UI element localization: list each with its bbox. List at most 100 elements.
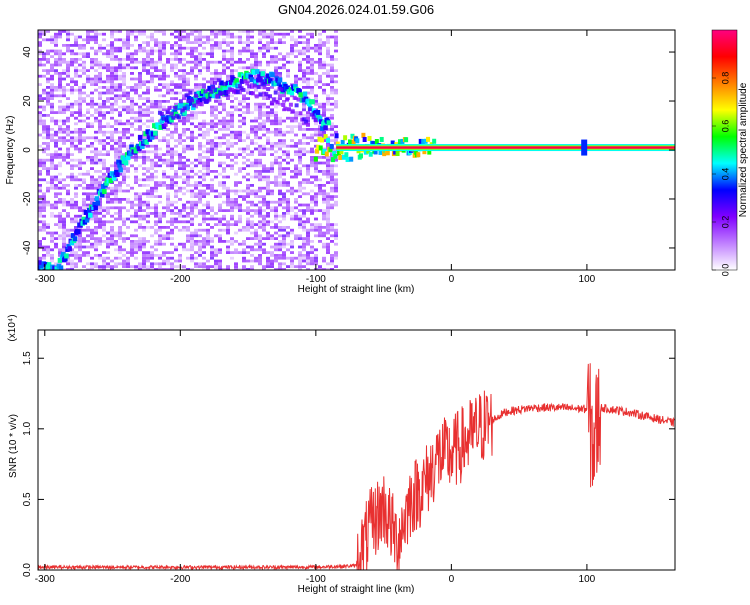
heatmap-cell bbox=[246, 108, 250, 112]
heatmap-blob-cell bbox=[347, 139, 352, 145]
heatmap-cell bbox=[314, 94, 318, 98]
heatmap-cell bbox=[258, 116, 262, 120]
heatmap-cell bbox=[94, 63, 98, 67]
heatmap-cell bbox=[138, 192, 142, 196]
heatmap-cell bbox=[206, 203, 210, 207]
heatmap-cell bbox=[178, 153, 182, 156]
heatmap-cell bbox=[130, 58, 134, 61]
heatmap-cell bbox=[134, 116, 138, 120]
heatmap-cell bbox=[142, 262, 146, 266]
heatmap-cell bbox=[98, 119, 102, 123]
heatmap-cell bbox=[162, 46, 166, 50]
heatmap-cell bbox=[238, 170, 242, 173]
heatmap-cell bbox=[46, 200, 50, 204]
heatmap-cell bbox=[230, 209, 234, 212]
heatmap-cell bbox=[66, 130, 70, 134]
heatmap-cell bbox=[250, 214, 254, 218]
heatmap-cell bbox=[230, 214, 234, 218]
heatmap-cell bbox=[194, 256, 198, 260]
heatmap-cell bbox=[218, 161, 222, 165]
heatmap-trace-cell bbox=[83, 209, 89, 215]
heatmap-cell bbox=[250, 245, 254, 249]
heatmap-cell bbox=[226, 128, 230, 131]
heatmap-cell bbox=[146, 226, 150, 229]
heatmap-cell bbox=[330, 55, 334, 58]
heatmap-trace-cell bbox=[326, 120, 332, 126]
heatmap-cell bbox=[106, 49, 110, 53]
heatmap-cell bbox=[110, 49, 114, 53]
heatmap-cell bbox=[62, 220, 66, 224]
heatmap-cell bbox=[242, 209, 246, 212]
heatmap-cell bbox=[42, 150, 46, 154]
heatmap-cell bbox=[94, 209, 98, 212]
heatmap-cell bbox=[110, 102, 114, 106]
heatmap-cell bbox=[86, 245, 90, 249]
heatmap-cell bbox=[270, 265, 274, 268]
heatmap-cell bbox=[102, 178, 106, 182]
heatmap-blob-cell bbox=[432, 138, 437, 144]
heatmap-cell bbox=[62, 184, 66, 187]
heatmap-cell bbox=[274, 128, 278, 131]
heatmap-cell bbox=[242, 66, 246, 70]
heatmap-cell bbox=[38, 133, 42, 137]
heatmap-cell bbox=[134, 214, 138, 218]
heatmap-cell bbox=[222, 72, 226, 75]
heatmap-cell bbox=[130, 251, 134, 254]
heatmap-cell bbox=[130, 122, 134, 126]
heatmap-cell bbox=[134, 128, 138, 131]
heatmap-cell bbox=[314, 259, 318, 263]
heatmap-cell bbox=[246, 206, 250, 210]
heatmap-cell bbox=[158, 200, 162, 204]
heatmap-cell bbox=[98, 184, 102, 187]
heatmap-cell bbox=[334, 158, 338, 162]
heatmap-cell bbox=[74, 226, 78, 229]
heatmap-cell bbox=[58, 153, 62, 156]
heatmap-cell bbox=[230, 164, 234, 168]
heatmap-cell bbox=[46, 133, 50, 137]
heatmap-cell bbox=[198, 242, 202, 246]
heatmap-cell bbox=[306, 128, 310, 131]
heatmap-cell bbox=[306, 116, 310, 120]
heatmap-cell bbox=[182, 88, 186, 92]
heatmap-cell bbox=[294, 111, 298, 114]
heatmap-cell bbox=[286, 153, 290, 156]
heatmap-cell bbox=[318, 161, 322, 165]
heatmap-cell bbox=[270, 46, 274, 50]
heatmap-cell bbox=[50, 86, 54, 89]
heatmap-cell bbox=[38, 83, 42, 86]
heatmap-cell bbox=[126, 108, 130, 112]
heatmap-cell bbox=[102, 63, 106, 67]
heatmap-cell bbox=[226, 142, 230, 145]
heatmap-cell bbox=[102, 206, 106, 210]
heatmap-cell bbox=[78, 102, 82, 106]
heatmap-cell bbox=[314, 178, 318, 182]
heatmap-cell bbox=[66, 30, 70, 33]
heatmap-cell bbox=[230, 49, 234, 53]
heatmap-cell bbox=[290, 139, 294, 142]
heatmap-cell bbox=[210, 111, 214, 114]
heatmap-cell bbox=[94, 150, 98, 154]
heatmap-cell bbox=[82, 63, 86, 67]
heatmap-cell bbox=[250, 142, 254, 145]
heatmap-cell bbox=[310, 63, 314, 67]
heatmap-cell bbox=[122, 265, 126, 268]
heatmap-cell bbox=[158, 147, 162, 151]
heatmap-cell bbox=[298, 77, 302, 81]
heatmap-cell bbox=[234, 133, 238, 137]
heatmap-cell bbox=[62, 86, 66, 89]
heatmap-cell bbox=[258, 49, 262, 53]
heatmap-cell bbox=[290, 170, 294, 173]
heatmap-cell bbox=[218, 184, 222, 187]
heatmap-cell bbox=[94, 32, 98, 36]
heatmap-cell bbox=[314, 209, 318, 212]
heatmap-cell bbox=[262, 44, 266, 47]
heatmap-trace-cell bbox=[297, 89, 302, 95]
heatmap-cell bbox=[58, 212, 62, 215]
plot-frame bbox=[37, 329, 676, 571]
heatmap-cell bbox=[98, 105, 102, 109]
heatmap-cell bbox=[258, 237, 262, 240]
heatmap-blob-cell bbox=[366, 148, 371, 154]
heatmap-cell bbox=[154, 184, 158, 187]
heatmap-cell bbox=[138, 240, 142, 243]
heatmap-cell bbox=[162, 158, 166, 162]
